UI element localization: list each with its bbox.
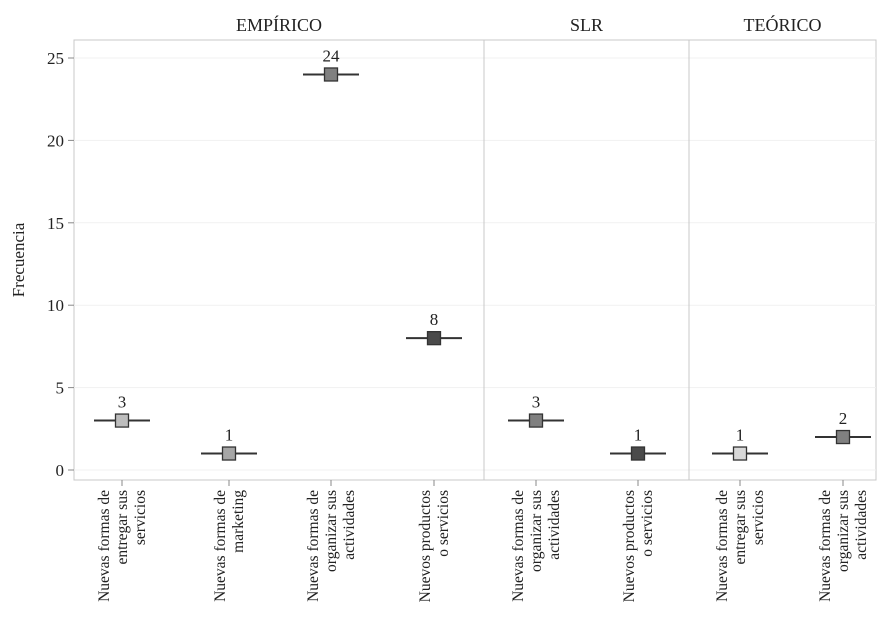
data-label: 8 [430,310,439,329]
x-category-label-line: o servicios [435,490,452,557]
data-point-marker [732,446,748,461]
x-category-label-line: Nuevas formas de [96,490,113,602]
x-category-label-line: actividades [853,490,870,560]
x-category-label: Nuevos productos o servicios [417,490,452,602]
data-point-marker [114,413,130,428]
data-label: 1 [225,426,234,445]
x-category-label-line: servicios [132,490,149,545]
y-tick-label: 15 [47,214,64,233]
data-point-marker [630,446,646,461]
x-category-label-line: o servicios [639,490,656,557]
panel-title: TEÓRICO [744,14,822,35]
data-label: 2 [839,409,848,428]
x-category-label: Nuevas formas de organizar sus actividades [305,490,358,602]
plot-border [73,39,877,481]
x-category-label: Nuevas formas de entregar sus servicios [714,490,767,602]
data-label: 24 [323,46,341,65]
x-category-label: Nuevas formas de marketing [212,490,247,602]
y-axis-title: Frecuencia [9,222,28,297]
data-point-marker [323,67,339,82]
plot-frame [73,39,877,481]
data-point-marker [221,446,237,461]
x-category-label-line: Nuevas formas de [714,490,731,602]
panel-title: SLR [570,15,603,35]
y-tick-label: 5 [56,379,65,398]
y-tick-label: 0 [56,461,65,480]
y-tick-label: 25 [47,49,64,68]
data-label: 1 [736,426,745,445]
x-category-label-line: Nuevas formas de [817,490,834,602]
x-category-label-line: Nuevas formas de [305,490,322,602]
x-category-label-line: entregar sus [114,490,131,564]
x-category-label-line: actividades [546,490,563,560]
data-point-marker [426,331,442,346]
x-category-label-line: marketing [230,490,247,553]
x-category-label: Nuevas formas de entregar sus servicios [96,490,149,602]
data-label: 3 [118,393,127,412]
data-point-marker [528,413,544,428]
x-category-label: Nuevas formas de organizar sus actividades [510,490,563,602]
x-category-label-line: servicios [750,490,767,545]
x-category-label-line: organizar sus [323,490,340,572]
x-category-label-line: actividades [341,490,358,560]
x-category-label-line: entregar sus [732,490,749,564]
x-category-label-line: Nuevos productos [621,490,638,602]
y-tick-label: 20 [47,131,64,150]
x-category-label-line: organizar sus [835,490,852,572]
data-label: 1 [634,426,643,445]
y-axis: 0 5 10 15 20 25 [47,49,74,480]
x-category-label-line: Nuevas formas de [212,490,229,602]
x-category-label: Nuevos productos o servicios [621,490,656,602]
x-category-label-line: Nuevos productos [417,490,434,602]
x-category-label-line: organizar sus [528,490,545,572]
x-category-label-line: Nuevas formas de [510,490,527,602]
data-label: 3 [532,393,541,412]
y-tick-label: 10 [47,296,64,315]
panel-1: SLR 3 Nuevas formas de organizar sus activid… [508,15,666,602]
panel-title: EMPÍRICO [236,14,322,35]
data-point-marker [835,429,851,445]
x-category-label: Nuevas formas de organizar sus actividades [817,490,870,602]
